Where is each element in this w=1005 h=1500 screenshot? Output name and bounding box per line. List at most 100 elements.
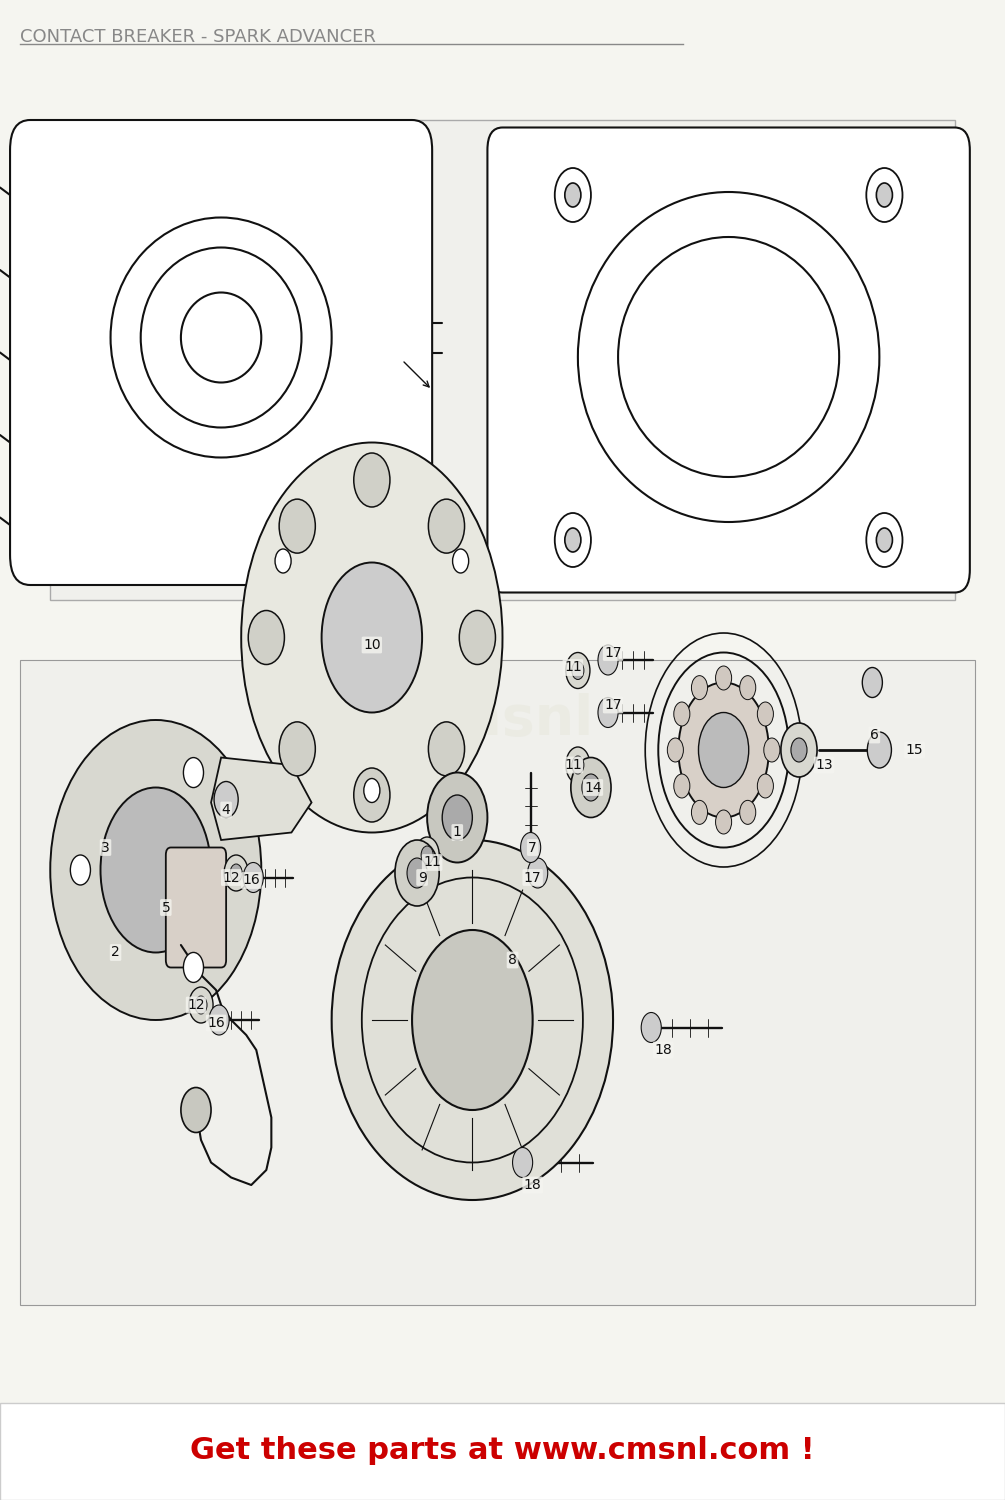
Circle shape: [565, 528, 581, 552]
Circle shape: [459, 610, 495, 664]
Circle shape: [428, 722, 464, 776]
Ellipse shape: [50, 720, 261, 1020]
Circle shape: [241, 442, 502, 833]
Text: 5: 5: [162, 900, 170, 915]
Circle shape: [758, 702, 774, 726]
Text: 9: 9: [418, 870, 426, 885]
Text: 18: 18: [654, 1042, 672, 1058]
Circle shape: [322, 562, 422, 712]
Circle shape: [598, 645, 618, 675]
Text: 2: 2: [112, 945, 120, 960]
Text: 6: 6: [870, 728, 878, 742]
Circle shape: [452, 549, 468, 573]
Text: 16: 16: [242, 873, 260, 888]
Ellipse shape: [332, 840, 613, 1200]
Text: 10: 10: [363, 638, 381, 652]
Circle shape: [566, 652, 590, 688]
Circle shape: [691, 801, 708, 825]
Circle shape: [716, 810, 732, 834]
Circle shape: [716, 666, 732, 690]
Text: 3: 3: [102, 840, 110, 855]
Circle shape: [758, 774, 774, 798]
Circle shape: [521, 833, 541, 862]
Circle shape: [415, 837, 439, 873]
Text: 8: 8: [509, 952, 517, 968]
Circle shape: [698, 712, 749, 788]
Circle shape: [230, 864, 242, 882]
Circle shape: [395, 840, 439, 906]
Circle shape: [224, 855, 248, 891]
Circle shape: [565, 183, 581, 207]
Text: 17: 17: [524, 870, 542, 885]
Circle shape: [279, 500, 316, 554]
Circle shape: [248, 610, 284, 664]
Text: 13: 13: [815, 758, 833, 772]
Circle shape: [781, 723, 817, 777]
Circle shape: [181, 1088, 211, 1132]
Text: 11: 11: [564, 660, 582, 675]
FancyBboxPatch shape: [10, 120, 432, 585]
Circle shape: [740, 801, 756, 825]
Circle shape: [275, 549, 291, 573]
Polygon shape: [20, 660, 975, 1305]
Circle shape: [791, 738, 807, 762]
Circle shape: [184, 952, 204, 982]
Circle shape: [691, 675, 708, 699]
Circle shape: [571, 758, 611, 818]
Text: 7: 7: [529, 840, 537, 855]
Bar: [0, 1402, 1005, 1500]
Circle shape: [667, 738, 683, 762]
Circle shape: [740, 675, 756, 699]
Text: 17: 17: [604, 698, 622, 712]
Circle shape: [364, 778, 380, 802]
Text: cmsnl: cmsnl: [411, 693, 594, 747]
Text: Get these parts at www.cmsnl.com !: Get these parts at www.cmsnl.com !: [190, 1436, 815, 1466]
Circle shape: [641, 1013, 661, 1042]
Circle shape: [70, 855, 90, 885]
FancyBboxPatch shape: [166, 847, 226, 968]
Polygon shape: [211, 758, 312, 840]
Circle shape: [195, 996, 207, 1014]
Circle shape: [513, 1148, 533, 1178]
Text: 1: 1: [453, 825, 461, 840]
Circle shape: [209, 1005, 229, 1035]
Circle shape: [528, 858, 548, 888]
Text: 11: 11: [423, 855, 441, 870]
Text: 12: 12: [222, 870, 240, 885]
Text: 18: 18: [524, 1178, 542, 1192]
Circle shape: [214, 782, 238, 818]
Circle shape: [354, 453, 390, 507]
Circle shape: [427, 772, 487, 862]
Text: 14: 14: [584, 780, 602, 795]
Circle shape: [354, 768, 390, 822]
Circle shape: [189, 987, 213, 1023]
Circle shape: [428, 500, 464, 554]
FancyBboxPatch shape: [487, 128, 970, 592]
Circle shape: [673, 702, 689, 726]
Circle shape: [862, 668, 882, 698]
Text: CONTACT BREAKER - SPARK ADVANCER: CONTACT BREAKER - SPARK ADVANCER: [20, 28, 376, 46]
Circle shape: [764, 738, 780, 762]
Circle shape: [279, 722, 316, 776]
Circle shape: [572, 756, 584, 774]
Circle shape: [876, 183, 892, 207]
Circle shape: [876, 528, 892, 552]
Circle shape: [442, 795, 472, 840]
Circle shape: [673, 774, 689, 798]
Circle shape: [598, 698, 618, 728]
Circle shape: [582, 774, 600, 801]
Text: 17: 17: [604, 645, 622, 660]
Text: 16: 16: [207, 1016, 225, 1031]
Polygon shape: [50, 120, 955, 600]
Circle shape: [243, 862, 263, 892]
Circle shape: [678, 682, 769, 818]
Circle shape: [100, 788, 211, 952]
Circle shape: [412, 930, 533, 1110]
Text: 11: 11: [564, 758, 582, 772]
Circle shape: [184, 758, 204, 788]
Circle shape: [572, 662, 584, 680]
Circle shape: [867, 732, 891, 768]
Text: 12: 12: [187, 998, 205, 1012]
Circle shape: [566, 747, 590, 783]
Circle shape: [421, 846, 433, 864]
